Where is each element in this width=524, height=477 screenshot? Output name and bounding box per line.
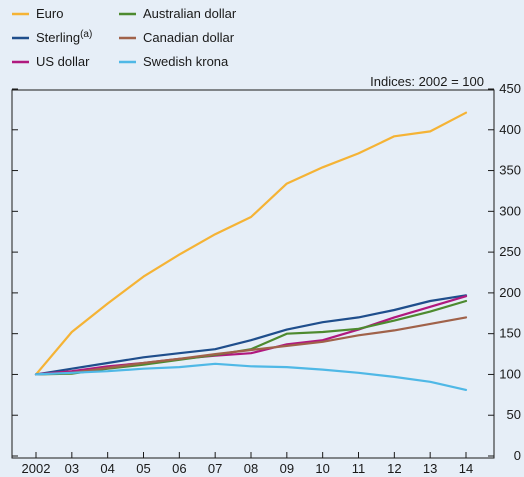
y-tick-label: 200 [499,285,521,300]
x-tick-label: 08 [244,461,258,476]
x-tick-label: 14 [459,461,473,476]
legend-label: US dollar [36,54,90,69]
y-tick-label: 450 [499,81,521,96]
legend-item: US dollar [12,54,90,69]
legend-item: Euro [12,6,63,21]
series-line-swedish-krona [34,362,468,391]
legend-item: Australian dollar [119,6,237,21]
x-tick-label: 10 [315,461,329,476]
y-tick-label: 300 [499,203,521,218]
y-tick-label: 150 [499,326,521,341]
y-tick-label: 100 [499,366,521,381]
x-tick-label: 11 [352,461,366,476]
legend-label: Sterling(a) [36,29,92,45]
x-tick-label: 04 [100,461,114,476]
x-tick-label: 13 [423,461,437,476]
legend: Euro Sterling(a) US dollar Australian dolla… [12,6,237,69]
series-line-canadian-dollar [34,316,468,376]
legend-label: Swedish krona [143,54,229,69]
y-axis: 0 50 100 150 200 250 300 350 400 450 [12,81,521,463]
legend-item: Sterling(a) [12,29,92,45]
x-tick-label: 06 [172,461,186,476]
legend-superscript: (a) [80,29,92,40]
legend-item: Canadian dollar [119,30,235,45]
plot-frame [11,89,495,459]
x-tick-label: 2002 [22,461,51,476]
series-line-sterling [34,294,468,376]
x-tick-label: 05 [136,461,150,476]
x-axis: 2002 03 04 05 06 07 08 09 10 11 12 13 14 [22,452,473,476]
series-line-us-dollar [34,295,468,376]
series-lines [34,111,468,391]
legend-label: Canadian dollar [143,30,235,45]
y-tick-label: 50 [507,407,521,422]
x-tick-label: 03 [65,461,79,476]
series-line-euro [34,111,468,376]
legend-label: Australian dollar [143,6,237,21]
y-tick-label: 0 [514,448,521,463]
index-label: Indices: 2002 = 100 [370,74,484,89]
x-tick-label: 12 [387,461,401,476]
y-tick-label: 350 [499,163,521,178]
legend-item: Swedish krona [119,54,229,69]
y-tick-label: 400 [499,122,521,137]
y-tick-label: 250 [499,244,521,259]
legend-label: Euro [36,6,63,21]
x-tick-label: 09 [280,461,294,476]
x-tick-label: 07 [208,461,222,476]
